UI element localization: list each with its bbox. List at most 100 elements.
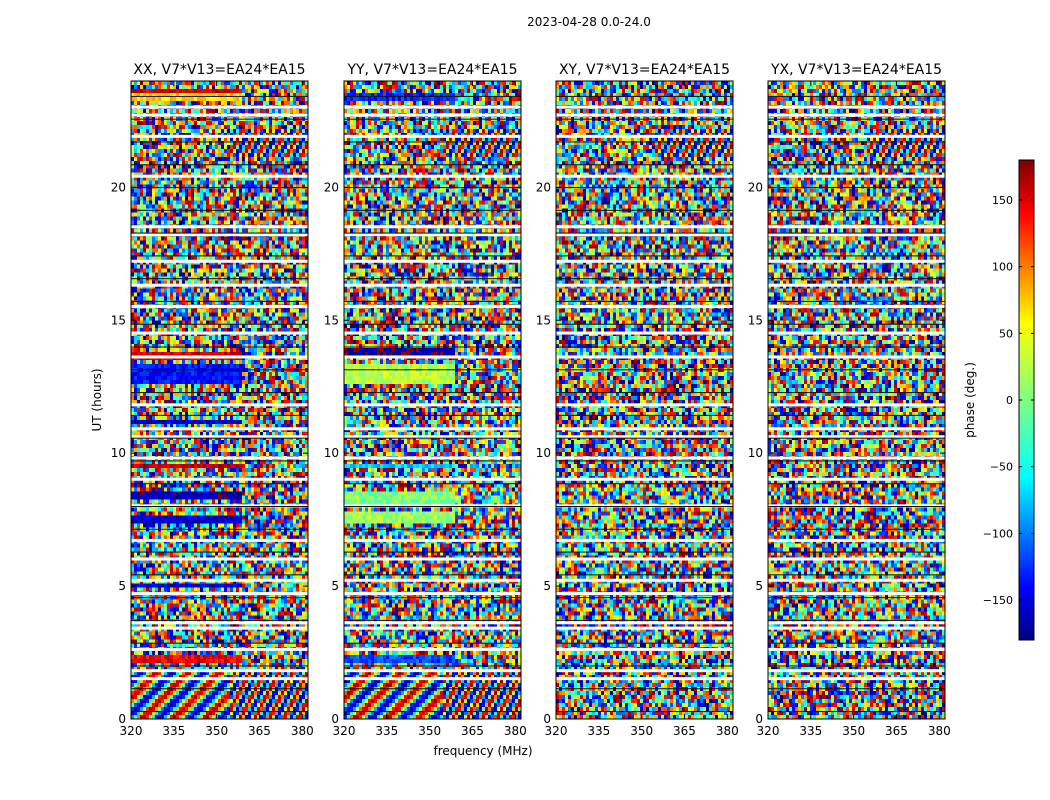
colorbar-tick-label: 100 [992, 261, 1013, 274]
scan-separator [131, 688, 308, 690]
flag-gap [768, 105, 945, 109]
scan-separator [556, 505, 733, 507]
scan-separator [768, 460, 945, 462]
scan-separator [344, 209, 521, 211]
scan-separator [556, 255, 733, 257]
scan-separator [556, 642, 733, 644]
scan-separator [768, 437, 945, 439]
scan-separator [768, 323, 945, 325]
x-tick-label: 335 [799, 724, 822, 738]
scan-separator [131, 711, 308, 713]
flag-gap [131, 331, 308, 335]
scan-separator [556, 323, 733, 325]
flag-gap [556, 477, 733, 481]
x-tick-label: 365 [673, 724, 696, 738]
scan-separator [768, 711, 945, 713]
flag-gap [344, 504, 521, 508]
flag-gap [556, 557, 733, 561]
flag-gap [344, 403, 521, 407]
scan-separator [344, 414, 521, 416]
scan-separator [131, 300, 308, 302]
scan-separator [768, 187, 945, 189]
flag-gap [131, 504, 308, 508]
scan-separator [556, 437, 733, 439]
flag-gap [768, 304, 945, 308]
scan-separator [556, 414, 733, 416]
flag-gap [556, 621, 733, 625]
scan-separator [768, 300, 945, 302]
scan-separator [344, 665, 521, 667]
scan-separator [344, 597, 521, 599]
x-tick-label: 365 [885, 724, 908, 738]
scan-separator [768, 574, 945, 576]
scan-separator [556, 141, 733, 143]
y-tick-label: 0 [755, 712, 763, 726]
scan-separator [344, 551, 521, 553]
flag-gap [344, 435, 521, 439]
scan-separator [131, 551, 308, 553]
panel-3: XY, V7*V13=EA24*EA15 320 335 350 365 380 0 5 10 1… [536, 62, 739, 738]
flag-gap [556, 504, 733, 508]
flag-gap [131, 456, 308, 460]
scan-separator [768, 141, 945, 143]
x-tick-label: 380 [291, 724, 314, 738]
scan-separator [556, 209, 733, 211]
scan-separator [768, 118, 945, 120]
flag-gap [556, 578, 733, 582]
flag-gap [344, 134, 521, 138]
flag-gap [344, 427, 521, 431]
flag-gap [556, 427, 733, 431]
flag-gap [768, 403, 945, 407]
flag-gap [131, 283, 308, 287]
panel-2: YY, V7*V13=EA24*EA15 320 335 350 365 380 0 5 10 1… [324, 62, 527, 738]
scan-separator [556, 369, 733, 371]
colorbar-tick-label: −150 [983, 594, 1013, 607]
scan-separator [344, 255, 521, 257]
scan-separator [556, 574, 733, 576]
scan-separator [344, 346, 521, 348]
flag-gap [131, 403, 308, 407]
scan-separator [131, 278, 308, 280]
scan-separator [768, 665, 945, 667]
scan-separator [344, 505, 521, 507]
flag-gap [131, 304, 308, 308]
colorbar-ticks: 150 100 50 0 −50 −100 −150 [983, 194, 1034, 607]
x-tick-label: 335 [375, 724, 398, 738]
flag-gap [344, 456, 521, 460]
scan-separator [344, 688, 521, 690]
scan-separator [131, 619, 308, 621]
flag-gap [344, 304, 521, 308]
scan-separator [344, 141, 521, 143]
scan-separator [131, 209, 308, 211]
flag-gap [556, 105, 733, 109]
y-tick-label: 15 [748, 313, 763, 327]
scan-separator [131, 460, 308, 462]
panel-title: XX, V7*V13=EA24*EA15 [133, 62, 305, 78]
x-tick-label: 320 [120, 724, 143, 738]
y-tick-label: 5 [543, 579, 551, 593]
scan-separator [556, 164, 733, 166]
flag-gap [556, 134, 733, 138]
colorbar-tick-label: 50 [999, 327, 1013, 340]
scan-separator [344, 369, 521, 371]
scan-separator [556, 95, 733, 97]
scan-separator [344, 187, 521, 189]
scan-separator [768, 164, 945, 166]
scan-separator [344, 118, 521, 120]
y-tick-label: 10 [748, 446, 763, 460]
flag-gap [131, 538, 308, 542]
flag-gap [344, 259, 521, 263]
flag-gap [768, 669, 945, 673]
y-tick-label: 15 [111, 313, 126, 327]
flag-gap [556, 626, 733, 630]
flag-gap [344, 225, 521, 229]
panel-frame [343, 80, 522, 720]
scan-separator [344, 323, 521, 325]
flag-gap [768, 113, 945, 117]
scan-separator [556, 232, 733, 234]
y-tick-label: 0 [118, 712, 126, 726]
flag-gap [768, 621, 945, 625]
flag-gap [768, 134, 945, 138]
y-tick-label: 20 [748, 180, 763, 194]
flag-gap [556, 304, 733, 308]
